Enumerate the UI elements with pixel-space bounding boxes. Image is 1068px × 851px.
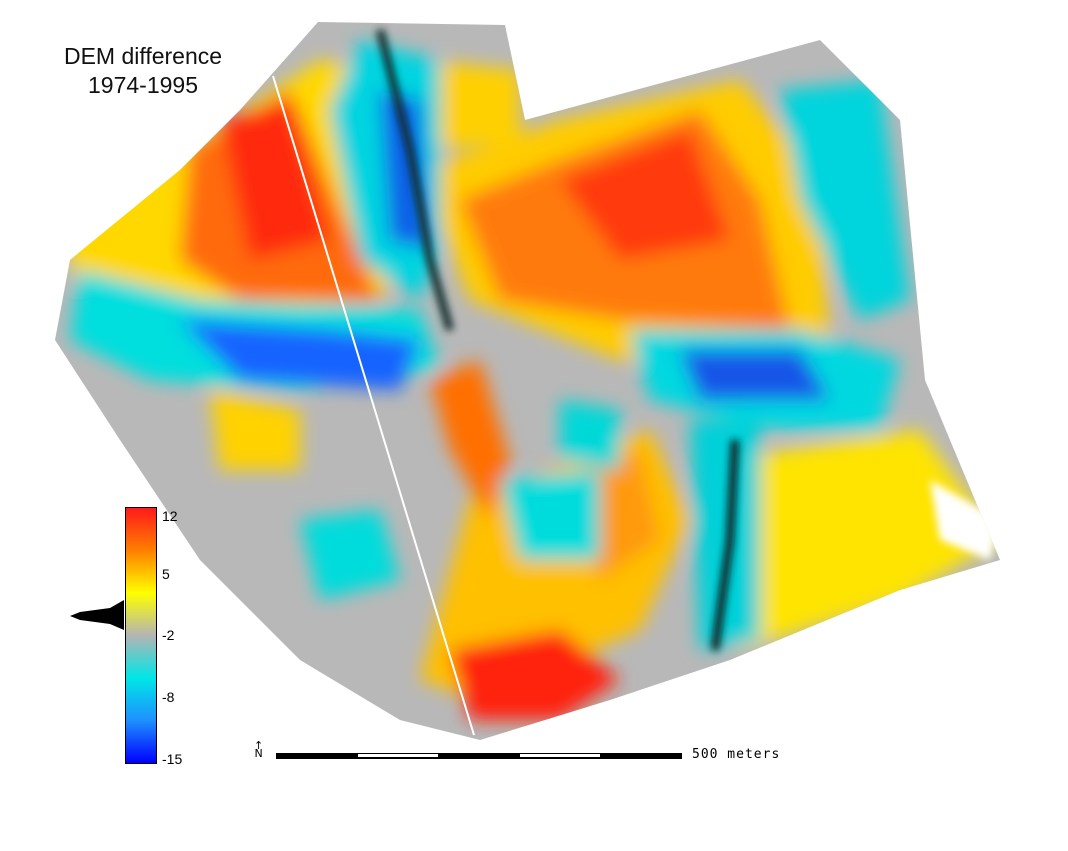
scale-bar-label: 500 meters: [692, 747, 781, 762]
legend-tick-neg15: -15: [162, 751, 183, 767]
title-line-1: DEM difference: [63, 43, 223, 69]
transect-line: [272, 75, 475, 736]
legend-histogram: [70, 510, 124, 760]
legend-tick-12: 12: [162, 508, 178, 524]
color-legend-bar: [125, 507, 157, 764]
legend-tick-neg2: -2: [162, 627, 175, 643]
title-line-2: 1974-1995: [88, 72, 198, 98]
legend-tick-neg8: -8: [162, 689, 175, 705]
north-arrow-icon: ↑ N: [254, 739, 264, 760]
legend-tick-5: 5: [162, 566, 170, 582]
map-title: DEM difference 1974-1995: [30, 42, 256, 100]
scale-bar: [276, 753, 682, 759]
north-label: N: [254, 747, 263, 760]
